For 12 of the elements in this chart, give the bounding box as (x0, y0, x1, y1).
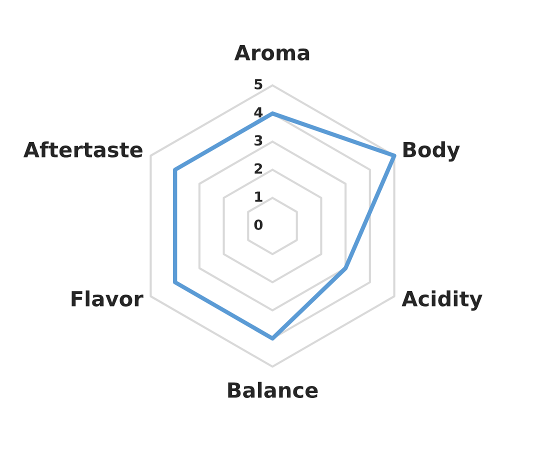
spoke-label: Aftertaste (23, 141, 142, 158)
spoke-label: Balance (228, 382, 318, 398)
y-tick-label: 3 (254, 135, 262, 146)
y-tick-label: 5 (254, 79, 262, 90)
spoke-label: Flavor (72, 290, 144, 307)
spoke-label: Aroma (234, 45, 310, 60)
y-tick-label: 2 (254, 163, 262, 174)
spoke-label: Acidity (402, 290, 482, 311)
y-tick-label: 0 (254, 220, 263, 230)
y-tick-label: 1 (255, 192, 262, 202)
spoke-label: Body (404, 141, 460, 162)
y-tick-label: 4 (254, 107, 263, 118)
